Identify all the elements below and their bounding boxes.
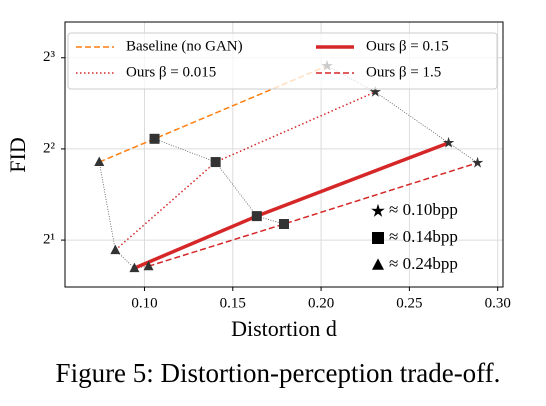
x-axis-label: Distortion d xyxy=(231,316,337,341)
marker xyxy=(471,156,484,168)
marker xyxy=(110,244,121,255)
x-tick-label: 0.25 xyxy=(396,295,422,311)
rate-legend-marker xyxy=(372,232,384,244)
y-axis-label: FID xyxy=(5,137,30,172)
marker xyxy=(94,156,105,167)
marker xyxy=(143,260,154,271)
y-tick-label: 2¹ xyxy=(43,232,55,248)
plot-frame xyxy=(64,21,504,288)
marker xyxy=(210,157,221,168)
series-line xyxy=(114,91,376,251)
x-tick-label: 0.30 xyxy=(485,295,511,311)
legend-label: Ours β = 0.15 xyxy=(366,38,449,54)
rate-legend-label: ≈ 0.24bpp xyxy=(389,254,458,273)
x-tick-label: 0.10 xyxy=(131,295,157,311)
y-tick-label: 2² xyxy=(43,140,56,156)
rate-connector xyxy=(154,138,285,225)
rate-legend-label: ≈ 0.14bpp xyxy=(389,227,458,246)
legend-label: Ours β = 0.015 xyxy=(126,64,216,80)
y-tick-label: 2³ xyxy=(43,49,56,65)
marker xyxy=(369,85,382,97)
legend-label: Ours β = 1.5 xyxy=(366,64,441,80)
rate-connector xyxy=(98,161,149,269)
legend-label: Baseline (no GAN) xyxy=(126,38,243,54)
marker xyxy=(251,211,262,222)
rate-legend-marker xyxy=(371,203,385,217)
x-tick-label: 0.20 xyxy=(308,295,334,311)
marker xyxy=(149,133,160,144)
rate-legend-marker xyxy=(372,258,384,270)
marker xyxy=(442,136,455,148)
series-line xyxy=(148,162,478,267)
marker xyxy=(279,219,289,230)
legend-box xyxy=(67,32,498,90)
rate-legend-label: ≈ 0.10bpp xyxy=(389,200,458,219)
marker xyxy=(129,262,140,273)
x-tick-label: 0.15 xyxy=(220,295,246,311)
caption: Figure 5: Distortion-perception trade-of… xyxy=(56,358,501,388)
